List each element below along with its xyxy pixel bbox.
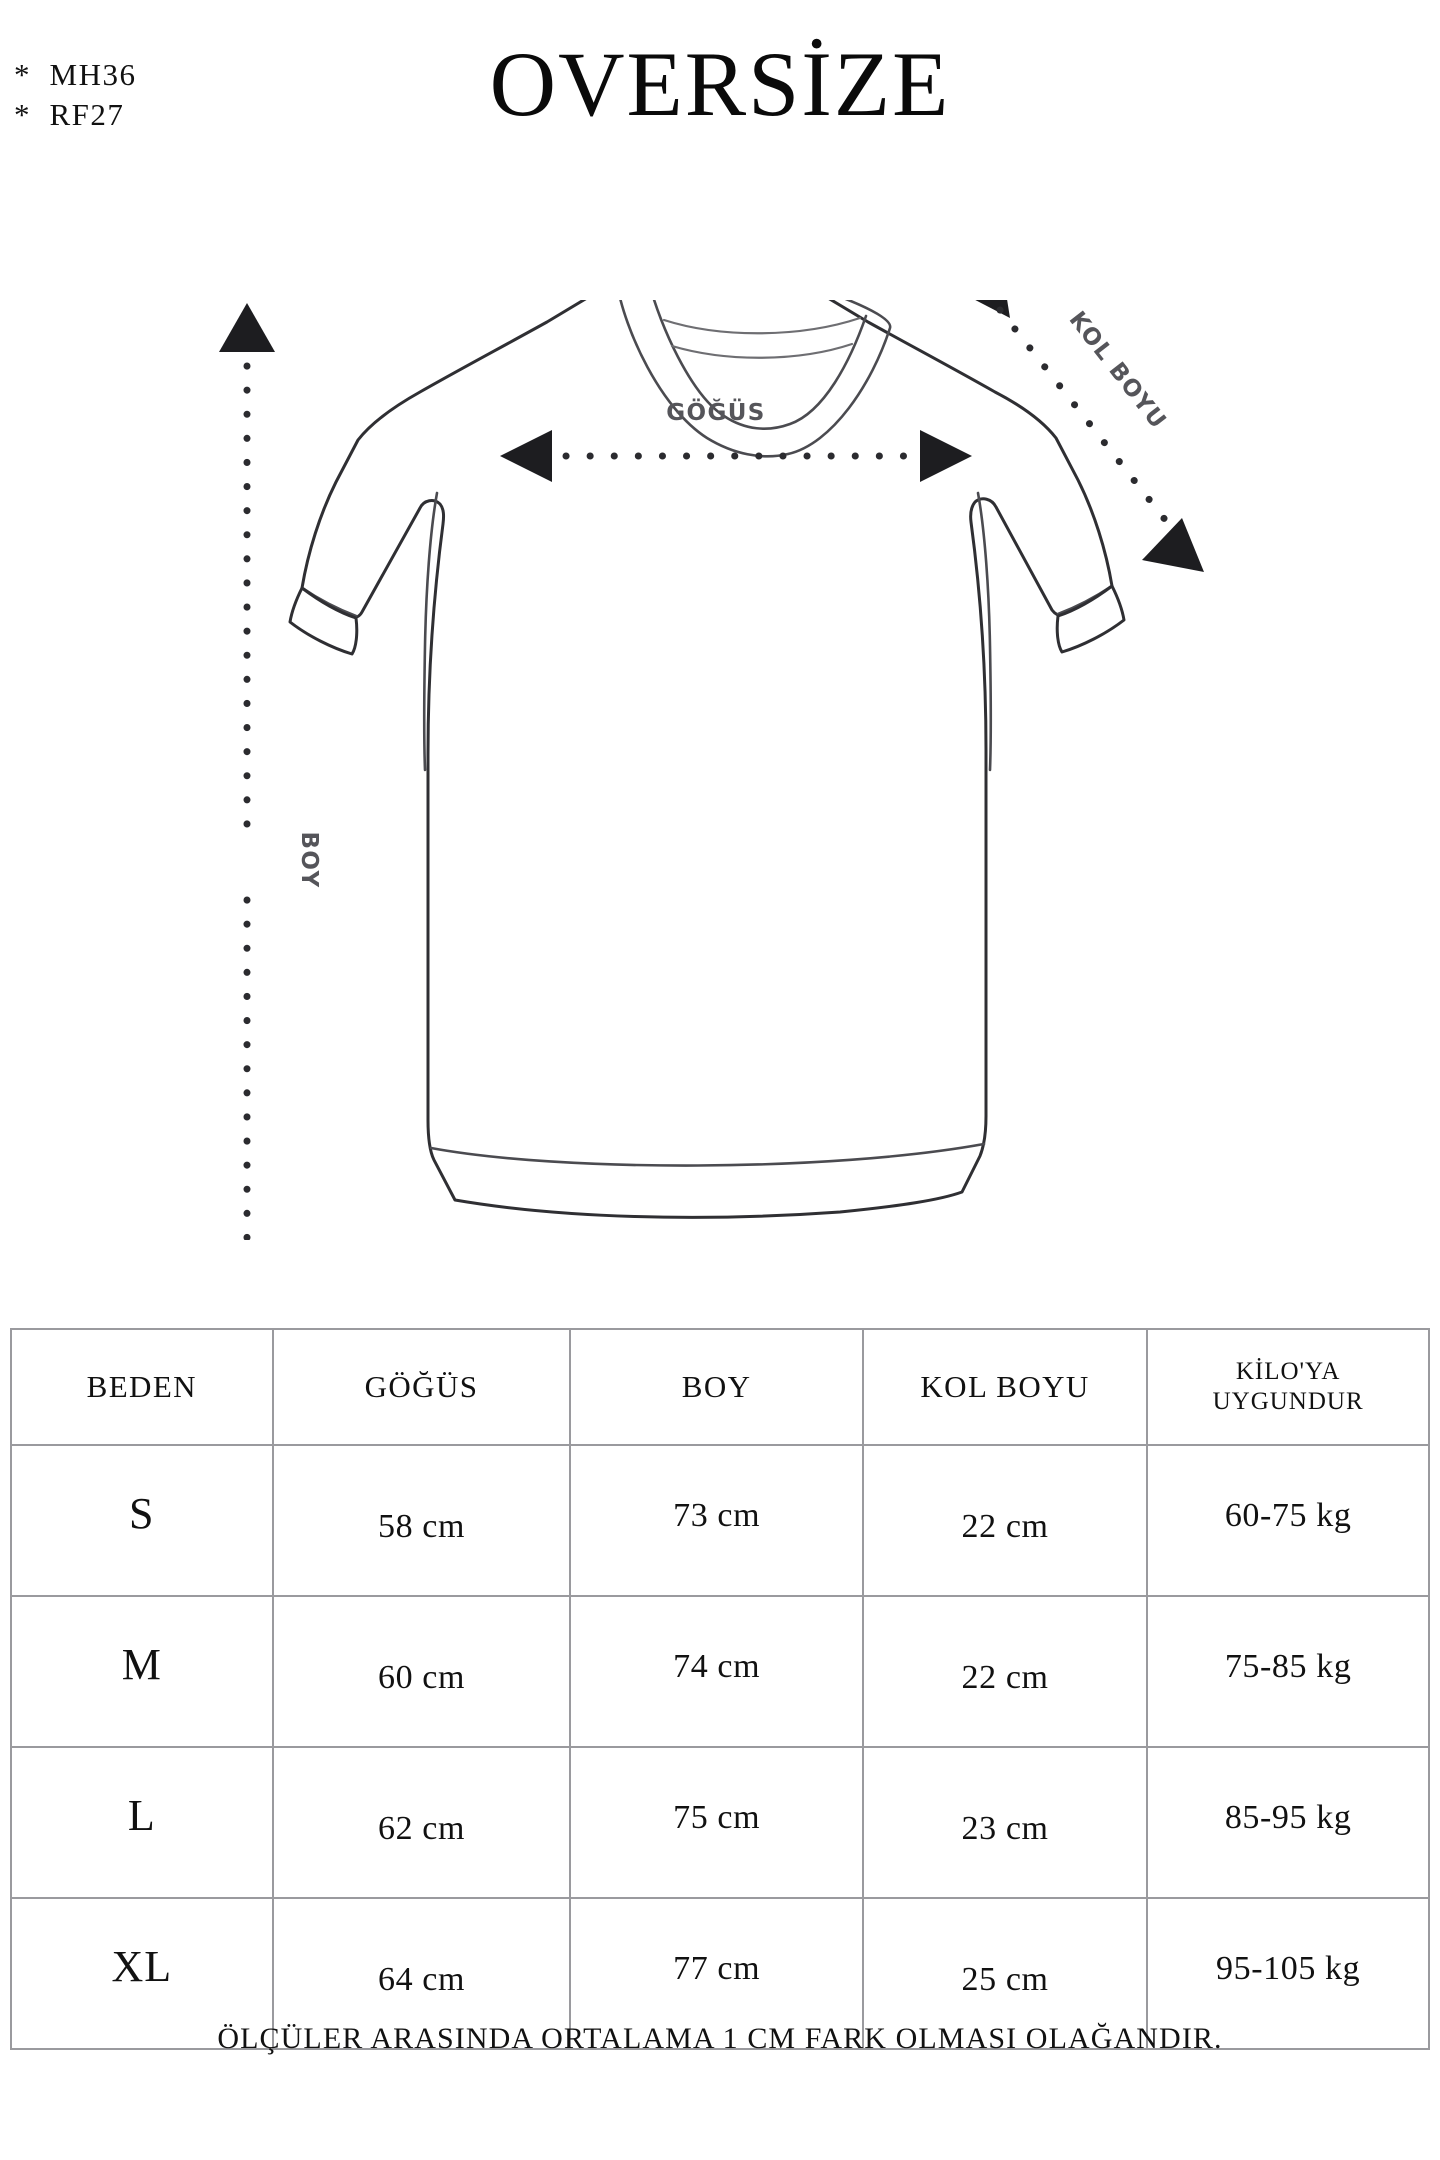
table-row: M 60 cm 74 cm 22 cm 75-85 kg [10,1595,1430,1748]
cell-weight: 95-105 kg [1146,1897,1430,2050]
cell-size: S [10,1444,274,1597]
header-boy: BOY [569,1328,864,1446]
page-header: * MH36 * RF27 OVERSİZE [0,0,1440,190]
sleeve-dimension-label: KOL BOYU [1064,307,1172,435]
cell-sleeve: 22 cm [861,1595,1149,1748]
chest-dimension-label: GÖĞÜS [666,398,766,426]
cell-length: 74 cm [569,1595,864,1748]
cell-chest: 64 cm [271,1897,572,2050]
cell-length: 75 cm [569,1746,864,1899]
header-beden: BEDEN [10,1328,274,1446]
cell-size: XL [10,1897,274,2050]
tshirt-measurement-diagram: BOY [0,300,1440,1240]
header-kilo-line1: KİLO'YA [1235,1358,1341,1385]
cell-chest: 62 cm [271,1746,572,1899]
cell-weight: 85-95 kg [1146,1746,1430,1899]
size-chart-table: BEDEN GÖĞÜS BOY KOL BOYU KİLO'YA UYGUNDU… [10,1328,1430,2050]
table-header-row: BEDEN GÖĞÜS BOY KOL BOYU KİLO'YA UYGUNDU… [10,1328,1430,1446]
tshirt-outline [288,300,1126,1219]
cell-size: L [10,1746,274,1899]
length-dimension-label: BOY [296,831,322,888]
cell-length: 77 cm [569,1897,864,2050]
header-kilo-line2: UYGUNDUR [1212,1388,1364,1415]
length-dimension-arrow [219,303,275,1240]
page-title: OVERSİZE [489,33,951,135]
product-code-2: * RF27 [14,97,125,132]
table-row: S 58 cm 73 cm 22 cm 60-75 kg [10,1444,1430,1597]
cell-length: 73 cm [569,1444,864,1597]
cell-sleeve: 23 cm [861,1746,1149,1899]
cell-chest: 60 cm [271,1595,572,1748]
chest-dimension-arrow [500,430,972,482]
header-gogus: GÖĞÜS [271,1328,572,1446]
cell-sleeve: 22 cm [861,1444,1149,1597]
header-kol-boyu: KOL BOYU [861,1328,1149,1446]
cell-weight: 60-75 kg [1146,1444,1430,1597]
table-row: XL 64 cm 77 cm 25 cm 95-105 kg [10,1897,1430,2050]
product-code-list: * MH36 * RF27 [14,55,136,135]
sleeve-dimension-arrow [975,300,1204,572]
cell-sleeve: 25 cm [861,1897,1149,2050]
header-kilo-uygundur: KİLO'YA UYGUNDUR [1146,1328,1430,1446]
cell-chest: 58 cm [271,1444,572,1597]
product-code-1: * MH36 [14,57,137,92]
cell-size: M [10,1595,274,1748]
measurement-tolerance-note: ÖLÇÜLER ARASINDA ORTALAMA 1 CM FARK OLMA… [217,2022,1223,2055]
table-row: L 62 cm 75 cm 23 cm 85-95 kg [10,1746,1430,1899]
cell-weight: 75-85 kg [1146,1595,1430,1748]
